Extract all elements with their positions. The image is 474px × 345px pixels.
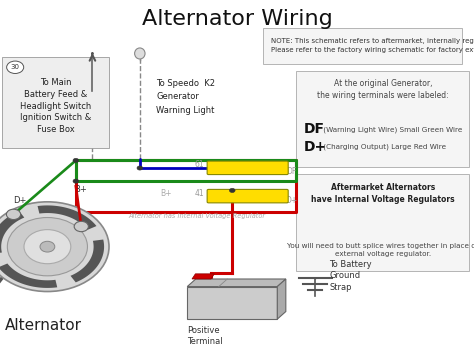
Text: To Main
Battery Feed &
Headlight Switch
Ignition Switch &
Fuse Box: To Main Battery Feed & Headlight Switch … xyxy=(20,78,91,134)
Text: D+: D+ xyxy=(269,189,281,198)
Text: Alternator has Internal Voltage Regulator: Alternator has Internal Voltage Regulato… xyxy=(128,213,265,219)
Text: 41: 41 xyxy=(194,189,204,198)
Text: Aftermarket Alternators
have Internal Voltage Regulators: Aftermarket Alternators have Internal Vo… xyxy=(311,183,455,204)
Text: DF: DF xyxy=(303,122,324,136)
Text: You will need to butt splice wires together in place of
external voltage regulat: You will need to butt splice wires toget… xyxy=(287,243,474,257)
Text: Alternator: Alternator xyxy=(5,318,82,333)
FancyBboxPatch shape xyxy=(2,57,109,148)
Circle shape xyxy=(73,179,79,183)
Polygon shape xyxy=(192,274,214,279)
Circle shape xyxy=(73,158,79,162)
Text: (Warning Light Wire) Small Green Wire: (Warning Light Wire) Small Green Wire xyxy=(321,126,463,132)
Circle shape xyxy=(229,188,235,193)
Text: Positive
Terminal: Positive Terminal xyxy=(187,326,223,345)
FancyBboxPatch shape xyxy=(296,174,469,271)
Circle shape xyxy=(24,230,71,264)
Circle shape xyxy=(6,209,21,219)
Text: To Battery
Ground
Strap: To Battery Ground Strap xyxy=(329,260,372,292)
FancyBboxPatch shape xyxy=(207,161,288,175)
Polygon shape xyxy=(187,279,286,287)
Polygon shape xyxy=(37,205,97,230)
Ellipse shape xyxy=(135,48,145,59)
Bar xyxy=(187,287,277,319)
Text: NOTE: This schematic refers to aftermarket, internally regulated alternators.
Pl: NOTE: This schematic refers to aftermark… xyxy=(271,38,474,53)
FancyBboxPatch shape xyxy=(296,71,469,167)
Text: D+: D+ xyxy=(13,196,27,205)
Circle shape xyxy=(8,218,87,276)
Text: Warning Light: Warning Light xyxy=(156,106,215,115)
Text: (Charging Output) Large Red Wire: (Charging Output) Large Red Wire xyxy=(321,144,447,150)
Text: Alternator Wiring: Alternator Wiring xyxy=(142,9,332,29)
Text: Generator: Generator xyxy=(156,92,199,101)
Text: B+: B+ xyxy=(160,189,172,198)
Text: D+: D+ xyxy=(285,196,298,205)
Circle shape xyxy=(137,166,143,170)
Text: 30: 30 xyxy=(11,64,19,70)
Text: Butt Splice: Butt Splice xyxy=(226,193,270,199)
Text: DF: DF xyxy=(286,167,297,176)
Text: At the original Generator,
the wiring terminals were labeled:: At the original Generator, the wiring te… xyxy=(317,79,448,100)
Text: 61: 61 xyxy=(194,160,204,169)
Polygon shape xyxy=(71,239,104,283)
Text: D+: D+ xyxy=(303,140,327,154)
FancyBboxPatch shape xyxy=(207,189,288,203)
Text: To Speedo  K2: To Speedo K2 xyxy=(156,79,215,88)
FancyBboxPatch shape xyxy=(263,28,462,64)
Polygon shape xyxy=(0,264,57,288)
Text: Butt Splice: Butt Splice xyxy=(226,165,270,171)
Polygon shape xyxy=(0,211,24,254)
Circle shape xyxy=(7,61,24,73)
Circle shape xyxy=(74,221,88,232)
Polygon shape xyxy=(277,279,286,319)
Text: B+: B+ xyxy=(74,185,87,194)
Circle shape xyxy=(40,241,55,252)
Circle shape xyxy=(0,202,109,292)
